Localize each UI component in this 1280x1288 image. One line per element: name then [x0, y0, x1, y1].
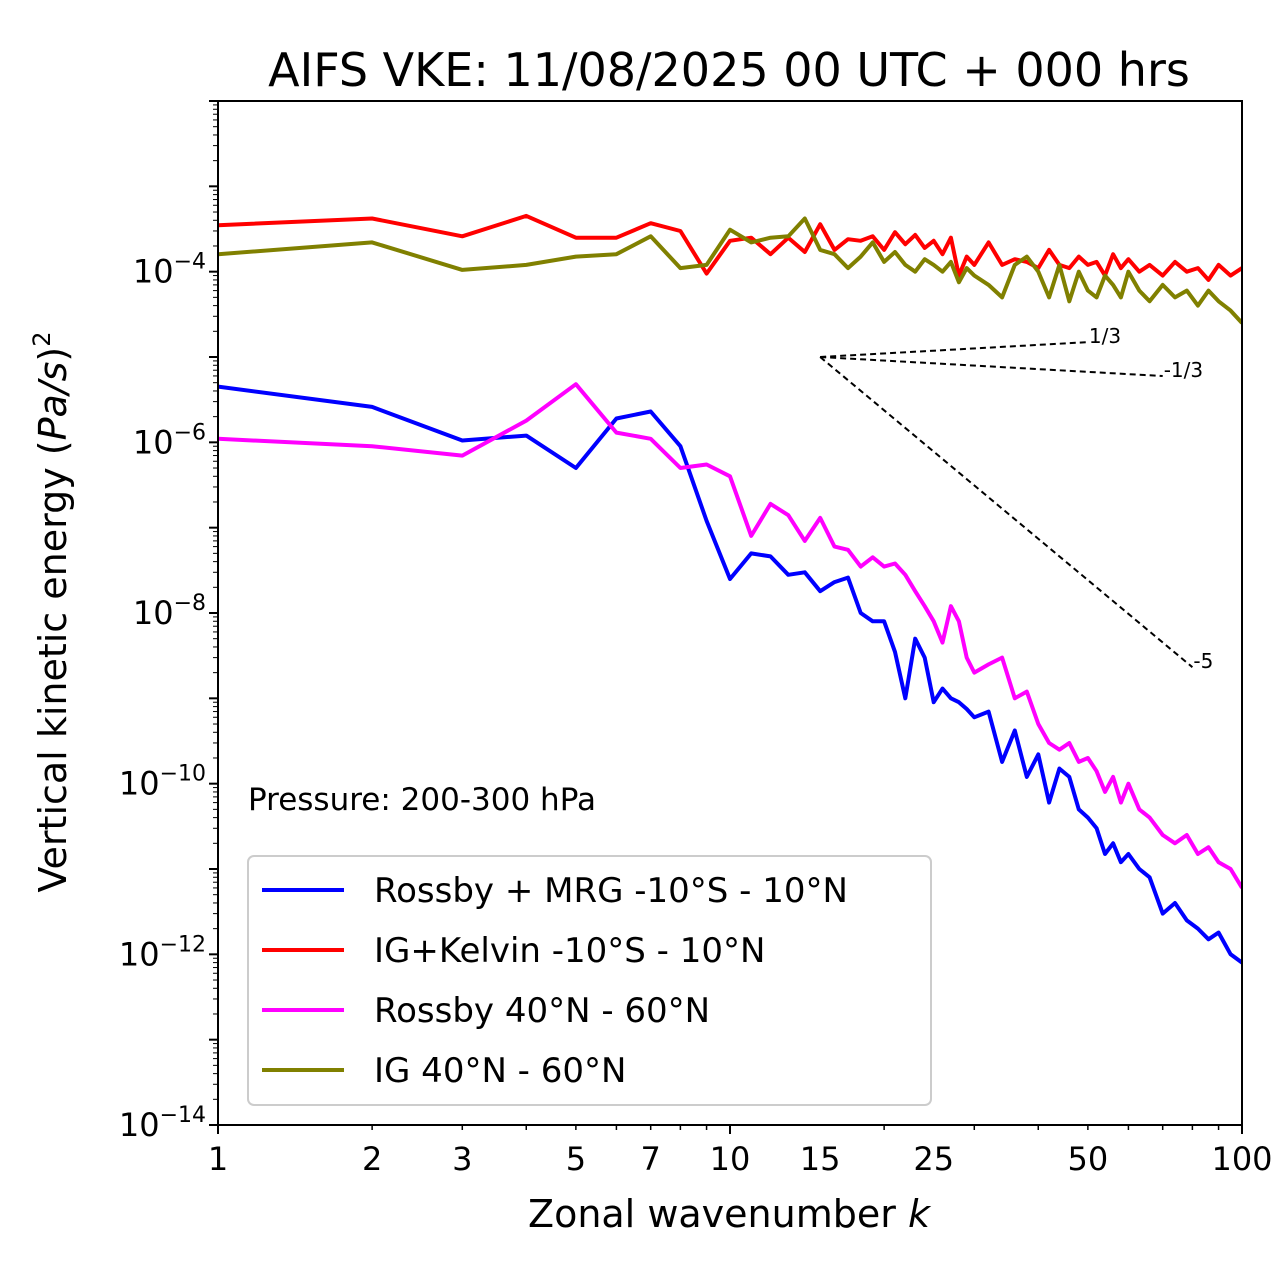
y-tick-exponent: −12 [160, 932, 206, 957]
slope-line-0 [820, 341, 1088, 358]
y-tick-exponent: −14 [160, 1103, 206, 1128]
y-tick-label: 10−14 [119, 1103, 206, 1144]
y-tick-label: 10−10 [119, 762, 206, 803]
series-line-1 [218, 213, 1242, 282]
x-tick-label: 15 [800, 1140, 841, 1178]
legend-label-0: Rossby + MRG -10°S - 10°N [374, 871, 848, 911]
y-tick-label: 10−12 [119, 932, 206, 973]
x-axis: 1 2 3 5 7 10 15 25 50 100 [208, 1125, 1273, 1178]
x-tick-label: 7 [641, 1140, 661, 1178]
y-axis-label: Vertical kinetic energy (Pa/s)2 [28, 331, 75, 892]
x-tick-label: 3 [452, 1140, 472, 1178]
y-axis-label-var: Pa/s [31, 362, 75, 441]
y-tick-base: 10 [119, 935, 160, 973]
y-tick-exponent: −6 [174, 420, 206, 445]
legend-label-1: IG+Kelvin -10°S - 10°N [374, 931, 765, 971]
plot-area: 1/3 -1/3 -5 [217, 100, 1243, 1126]
slope-line-2 [819, 356, 1194, 668]
x-axis-label-var: k [908, 1192, 932, 1236]
slope-label-0: 1/3 [1089, 324, 1121, 348]
legend-box [247, 855, 932, 1106]
x-tick-label: 2 [362, 1140, 382, 1178]
x-axis-label-text: Zonal wavenumber [528, 1192, 896, 1236]
y-tick-label: 10−4 [133, 250, 206, 291]
x-tick-label: 25 [913, 1140, 954, 1178]
x-tick-label: 10 [710, 1140, 751, 1178]
legend: Rossby + MRG -10°S - 10°N IG+Kelvin -10°S… [247, 855, 932, 1106]
y-tick-base: 10 [133, 253, 174, 291]
y-tick-base: 10 [133, 594, 174, 632]
series-group [218, 213, 1242, 965]
series-line-3 [218, 216, 1242, 325]
y-axis-label-text: Vertical kinetic energy ( [31, 440, 75, 892]
pressure-annotation: Pressure: 200-300 hPa [248, 782, 596, 818]
y-tick-exponent: −10 [160, 762, 206, 787]
y-axis-label-sup: 2 [28, 331, 56, 346]
x-tick-label: 5 [566, 1140, 586, 1178]
y-axis-label-close: ) [31, 347, 75, 362]
series-line-2 [218, 382, 1242, 889]
y-tick-base: 10 [119, 765, 160, 803]
legend-label-2: Rossby 40°N - 60°N [374, 991, 710, 1031]
reference-slopes: 1/3 -1/3 -5 [819, 324, 1213, 673]
y-tick-label: 10−8 [133, 591, 206, 632]
slope-label-2: -5 [1193, 649, 1213, 673]
slope-line-1 [820, 356, 1163, 378]
x-tick-label: 50 [1068, 1140, 1109, 1178]
y-tick-base: 10 [133, 423, 174, 461]
x-axis-label: Zonal wavenumber k [528, 1192, 932, 1236]
y-tick-exponent: −8 [174, 591, 206, 616]
y-tick-exponent: −4 [174, 250, 206, 275]
y-tick-label: 10−6 [133, 420, 206, 461]
x-tick-label: 1 [208, 1140, 228, 1178]
slope-label-1: -1/3 [1164, 358, 1203, 382]
chart-title: AIFS VKE: 11/08/2025 00 UTC + 000 hrs [268, 43, 1190, 97]
x-tick-label: 100 [1211, 1140, 1272, 1178]
series-line-0 [218, 384, 1242, 965]
y-tick-base: 10 [119, 1106, 160, 1144]
legend-label-3: IG 40°N - 60°N [374, 1051, 626, 1091]
